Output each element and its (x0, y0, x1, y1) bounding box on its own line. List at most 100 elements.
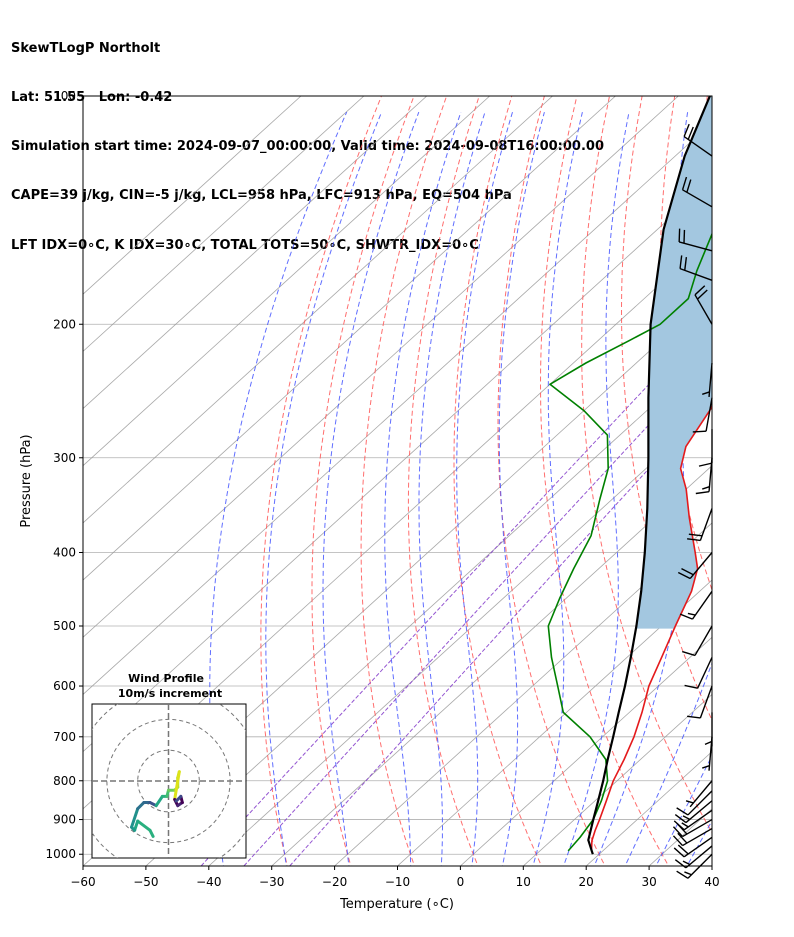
moist-adiabat-line (265, 111, 383, 866)
dewpoint-line (547, 232, 712, 852)
dry-adiabat-line (734, 96, 794, 870)
dry-adiabat-line (260, 96, 382, 866)
moist-adiabat-line (322, 111, 420, 866)
wind-barb-staff (687, 853, 713, 879)
x-tick-label: −10 (385, 875, 410, 889)
location-line: Lat: 51.55 Lon: -0.42 (11, 90, 173, 106)
wind-barb-staff (678, 241, 713, 252)
wind-barb-staff (682, 818, 713, 838)
isotherm-line (83, 96, 365, 352)
isotherm-line (83, 96, 679, 638)
time-line: Simulation start time: 2024-09-07_00:00:… (11, 139, 604, 155)
y-tick-label: 700 (53, 730, 76, 744)
moist-adiabat-line (418, 111, 486, 866)
wind-barb (704, 712, 713, 747)
axes: −60 −50 −40 −30 −20 −10 0 10 20 30 40 100 200 300 400 5… (45, 89, 719, 889)
wind-barb-feather (677, 832, 688, 844)
wind-barb-feather (673, 847, 685, 858)
wind-barb (692, 397, 713, 433)
wind-barb-staff (705, 397, 713, 432)
mixing-ratio-line (289, 399, 712, 866)
wind-barb-feather (683, 123, 690, 137)
wind-barb (674, 800, 713, 824)
dry-adiabat-line (497, 96, 606, 866)
wind-barb-feather (684, 257, 688, 271)
wind-barb (672, 818, 713, 838)
hodograph-segment (173, 770, 181, 801)
wind-barb-feather (686, 179, 692, 193)
wind-barb-staff (682, 189, 713, 208)
wind-barb (676, 790, 713, 816)
x-tick-label: 20 (579, 875, 594, 889)
isotherm-line (396, 579, 712, 866)
wind-barb (677, 552, 713, 580)
dry-adiabat-line (581, 96, 712, 834)
wind-barb-feather (679, 613, 693, 620)
wind-barb-feather (698, 462, 713, 467)
x-tick-label: −20 (322, 875, 347, 889)
dry-adiabat-line (311, 96, 415, 866)
dry-adiabat-line (770, 96, 794, 870)
wind-barbs (672, 123, 713, 879)
wind-barb-staff (694, 294, 713, 325)
wind-barb (676, 853, 713, 879)
hodograph-segment (130, 807, 140, 829)
moist-adiabat-line (563, 112, 630, 866)
wind-barb-feather (704, 740, 713, 746)
wind-barb-feather (672, 826, 684, 838)
wind-barb-feather (682, 815, 691, 820)
wind-barb-staff (679, 267, 713, 281)
x-tick-label: −50 (133, 875, 158, 889)
wind-barb-feather (676, 870, 689, 879)
dry-adiabat-line (539, 96, 670, 866)
wind-barb (673, 836, 713, 858)
y-tick-label: 300 (53, 451, 76, 465)
wind-barb (698, 429, 713, 467)
station-title: SkewTLogP Northolt (11, 40, 161, 56)
isotherm-line (334, 522, 712, 866)
wind-barb-feather (697, 289, 708, 300)
hodograph-segment (174, 794, 183, 803)
wind-barb-feather (687, 126, 694, 140)
isotherm-line (83, 96, 428, 410)
wind-barb (682, 625, 713, 657)
wind-barb (702, 362, 713, 397)
wind-barb-staff (694, 625, 713, 656)
isotherm-line (145, 350, 712, 866)
wind-barb-staff (699, 685, 713, 719)
x-axis-label: Temperature (∘C) (339, 897, 454, 912)
dry-adiabat-line (360, 96, 448, 866)
wind-barb (673, 809, 713, 831)
isotherm-line (83, 96, 553, 524)
wind-barb-feather (702, 765, 710, 769)
wind-barb-feather (702, 485, 710, 490)
wind-barb (685, 780, 713, 808)
wind-barb-feather (687, 612, 696, 616)
wind-barb-feather (674, 813, 687, 824)
chart-header: SkewTLogP Northolt Lat: 51.55 Lon: -0.42… (11, 8, 604, 270)
wind-barb-feather (688, 533, 703, 537)
wind-barb-staff (685, 800, 713, 824)
wind-barb (672, 827, 713, 847)
isotherm-line (711, 865, 712, 866)
wind-barb-feather (682, 650, 696, 657)
moist-adiabat-line (498, 111, 545, 866)
isotherm-line (83, 122, 712, 695)
hodograph-inset: Wind Profile 10m/s increment (91, 672, 247, 859)
wind-barb-staff (689, 780, 713, 808)
wind-barb-staff (699, 508, 713, 541)
wind-barb-feather (685, 800, 694, 804)
mixing-ratio-line (200, 316, 712, 866)
wind-barb (678, 228, 713, 252)
y-tick-label: 900 (53, 813, 76, 827)
wind-barb-feather (694, 285, 706, 296)
temperature-line (590, 404, 712, 851)
cape-area (635, 96, 712, 629)
wind-barb-staff (683, 809, 713, 831)
wind-barb (681, 176, 713, 208)
wind-barb-feather (673, 820, 685, 831)
wind-barb-feather (687, 715, 701, 719)
wind-barb-feather (681, 822, 689, 828)
moist-adiabat-line (532, 111, 583, 866)
indices-line-2: LFT IDX=0∘C, K IDX=30∘C, TOTAL TOTS=50∘C… (11, 237, 479, 253)
